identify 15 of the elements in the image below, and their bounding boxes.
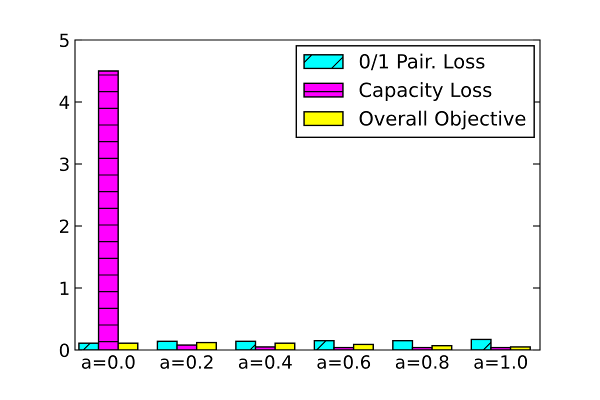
x-tick-label: a=0.0 (82, 355, 135, 369)
x-tick-label: a=0.8 (396, 355, 448, 369)
y-tick-label: 4 (60, 96, 70, 109)
y-tick-label: 5 (60, 34, 69, 48)
legend-label: 0/1 Pair. Loss (360, 54, 484, 70)
y-tick-label: 3 (60, 157, 69, 172)
legend-label: Overall Objective (360, 110, 526, 130)
legend-label: Capacity Loss (360, 82, 492, 101)
x-tick-label: a=0.4 (238, 355, 292, 369)
y-tick-label: 1 (60, 282, 68, 295)
y-tick-label: 2 (60, 219, 68, 233)
x-tick-label: a=0.2 (160, 355, 212, 369)
x-tick-label: a=1.0 (474, 355, 528, 369)
x-tick-label: a=0.6 (317, 355, 370, 369)
y-tick-label: 0 (60, 343, 69, 358)
